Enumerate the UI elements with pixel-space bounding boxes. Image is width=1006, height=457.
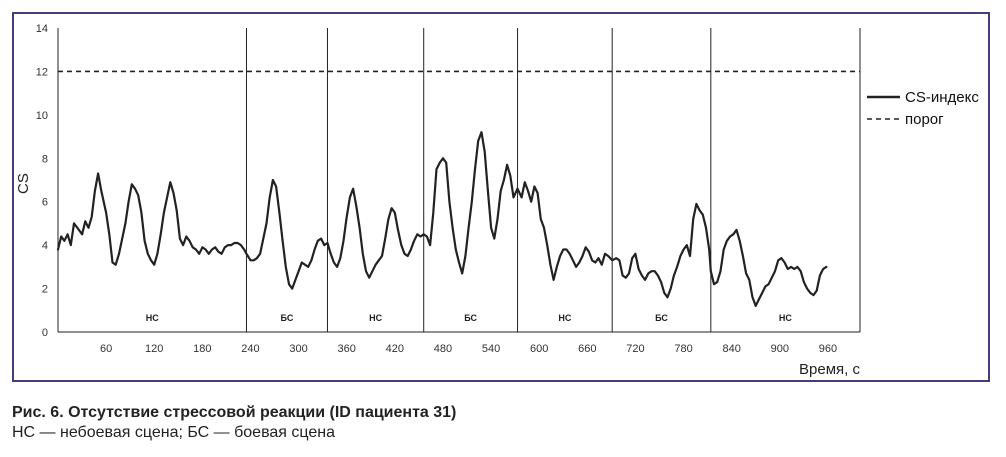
x-tick-label: 600 [530, 343, 548, 355]
segment-label: НС [558, 313, 571, 323]
legend-label-cs-index: CS-индекс [905, 89, 979, 106]
segment-label: НС [369, 313, 382, 323]
x-tick-label: 420 [386, 343, 404, 355]
segment-labels: НС БС НС БС НС БС НС [146, 313, 793, 323]
segment-label: БС [464, 313, 477, 323]
caption-note: НС — небоевая сцена; БС — боевая сцена [12, 424, 336, 441]
segment-label: НС [146, 313, 159, 323]
x-tick-label: 120 [145, 343, 163, 355]
y-tick-label: 2 [42, 284, 48, 296]
x-tick-label: 780 [674, 343, 692, 355]
x-tick-label: 900 [771, 343, 789, 355]
series-group [56, 70, 860, 307]
caption-title: Рис. 6. Отсутствие стрессовой реакции (I… [12, 404, 457, 421]
legend-label-threshold: порог [905, 111, 944, 128]
series-line-cs-index [56, 131, 828, 307]
axes: 0 2 4 6 8 10 12 14 60 120 180 240 300 360 420 480 540 600… [36, 23, 861, 355]
segment-label: БС [655, 313, 668, 323]
segment-label: НС [779, 313, 792, 323]
x-tick-label: 840 [723, 343, 741, 355]
x-tick-label: 720 [626, 343, 644, 355]
legend: CS-индекс порог [867, 89, 979, 128]
y-tick-label: 10 [36, 110, 48, 122]
y-tick-label: 6 [42, 197, 48, 209]
x-tick-label: 180 [193, 343, 211, 355]
line-chart: 0 2 4 6 8 10 12 14 60 120 180 240 300 360 420 480 540 600… [15, 23, 979, 378]
x-tick-label: 360 [338, 343, 356, 355]
chart-frame: 0 2 4 6 8 10 12 14 60 120 180 240 300 360 420 480 540 600… [12, 12, 990, 382]
x-tick-label: 60 [100, 343, 112, 355]
segment-label: БС [281, 313, 294, 323]
y-tick-label: 4 [42, 240, 48, 252]
y-tick-label: 8 [42, 153, 48, 165]
figure-caption: Рис. 6. Отсутствие стрессовой реакции (I… [12, 403, 992, 443]
x-tick-label: 960 [819, 343, 837, 355]
x-tick-label: 540 [482, 343, 500, 355]
x-tick-label: 300 [289, 343, 307, 355]
x-tick-label: 240 [241, 343, 259, 355]
x-tick-label: 660 [578, 343, 596, 355]
segment-boundaries [245, 28, 712, 332]
y-tick-label: 12 [36, 66, 48, 78]
x-tick-label: 480 [434, 343, 452, 355]
x-axis-title: Время, с [799, 361, 860, 378]
y-axis-title: CS [15, 173, 32, 194]
y-tick-label: 14 [36, 23, 48, 35]
y-tick-label: 0 [42, 327, 48, 339]
